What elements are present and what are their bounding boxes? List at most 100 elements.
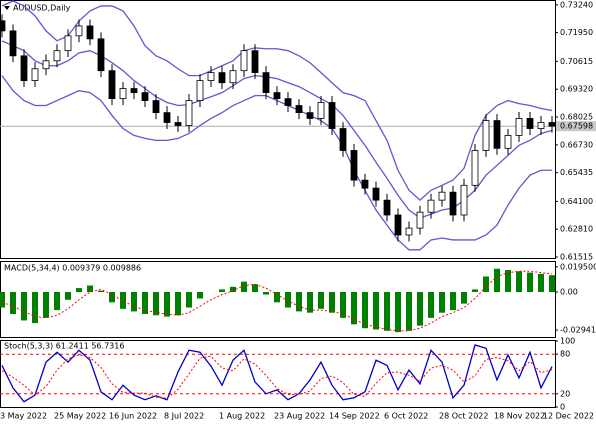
- candle-body: [548, 122, 555, 127]
- y-tick-label: 0: [560, 403, 565, 412]
- candle-body: [196, 80, 204, 101]
- y-tick-label: 80: [560, 350, 570, 359]
- current-price-label: 0.67598: [560, 122, 593, 131]
- candle-body: [504, 135, 512, 149]
- macd-bar: [10, 292, 16, 314]
- candle-body: [317, 102, 325, 119]
- y-tick-label: 0.019500: [560, 262, 596, 271]
- candle-body: [339, 128, 347, 151]
- macd-bar: [340, 292, 346, 318]
- macd-bar: [0, 292, 5, 308]
- candle-body: [460, 184, 468, 216]
- x-tick-label: 14 Sep 2022: [329, 412, 380, 421]
- y-tick-label: 0.64100: [560, 197, 593, 206]
- macd-bar: [186, 292, 192, 308]
- candle-body: [449, 191, 457, 216]
- macd-bar: [109, 292, 115, 303]
- candle-body: [119, 88, 127, 100]
- x-tick-label: 1 Aug 2022: [219, 412, 265, 421]
- macd-bar: [87, 285, 93, 292]
- indicator-line: [1, 354, 553, 399]
- main-frame: [0, 0, 556, 259]
- candle-body: [515, 118, 523, 136]
- macd-bar: [494, 268, 500, 292]
- candle-body: [86, 25, 94, 40]
- macd-bar: [76, 288, 82, 292]
- candle-body: [251, 50, 259, 74]
- price-plot: [0, 0, 555, 251]
- macd-bar: [32, 292, 38, 324]
- macd-bar: [296, 292, 302, 312]
- macd-bar: [164, 292, 170, 317]
- macd-bar: [307, 292, 313, 313]
- x-tick-label: 25 May 2022: [54, 412, 106, 421]
- candle-body: [361, 179, 369, 189]
- candle-body: [262, 72, 270, 94]
- x-tick-label: 3 May 2022: [0, 412, 47, 421]
- candle-body: [130, 88, 138, 94]
- current-price-box: [556, 121, 596, 132]
- indicator-line: [1, 344, 553, 403]
- macd-bar: [362, 292, 368, 329]
- macd-bar: [417, 292, 423, 326]
- y-tick-label: 0.00: [560, 288, 578, 297]
- candle-body: [108, 70, 116, 100]
- x-tick-label: 6 Oct 2022: [384, 412, 428, 421]
- macd-bar: [461, 292, 467, 304]
- candle-body: [0, 20, 6, 32]
- indicator-line: [1, 40, 553, 219]
- candle-body: [350, 150, 358, 181]
- macd-bar: [142, 292, 148, 314]
- y-tick-label: 0.62810: [560, 225, 593, 234]
- stoch-frame: [0, 340, 556, 408]
- candle-body: [273, 92, 281, 100]
- macd-bar: [549, 275, 555, 292]
- macd-bar: [483, 276, 489, 292]
- candle-body: [218, 72, 226, 84]
- macd-bar: [252, 284, 258, 292]
- candle-body: [152, 100, 160, 114]
- y-tick-label: 0.66730: [560, 140, 593, 149]
- x-tick-label: 23 Aug 2022: [274, 412, 325, 421]
- macd-bar: [65, 292, 71, 300]
- macd-bar: [384, 292, 390, 331]
- candle-body: [42, 60, 50, 70]
- candle-body: [372, 187, 380, 201]
- candle-body: [240, 50, 248, 72]
- candle-body: [416, 211, 424, 229]
- macd-bar: [406, 292, 412, 331]
- macd-bar: [505, 270, 511, 292]
- macd-bar: [175, 292, 181, 316]
- y-tick-label: 0.70615: [560, 57, 593, 66]
- macd-bar: [373, 292, 379, 330]
- menu-icon: [4, 6, 10, 10]
- candle-body: [97, 38, 105, 72]
- candle-body: [526, 118, 534, 129]
- candle-body: [438, 191, 446, 201]
- candle-body: [31, 68, 39, 81]
- candle-body: [174, 122, 182, 126]
- candle-body: [328, 102, 336, 129]
- y-tick-label: 20: [560, 389, 570, 398]
- candle-body: [185, 100, 193, 126]
- macd-bar: [153, 292, 159, 316]
- y-tick-label: -0.029414: [560, 326, 596, 335]
- macd-bar: [318, 292, 324, 309]
- candle-body: [493, 120, 501, 149]
- y-tick-label: 100: [560, 337, 575, 346]
- candle-body: [163, 112, 171, 123]
- macd-bar: [450, 292, 456, 311]
- macd-bar: [241, 281, 247, 292]
- y-tick-label: 0.73240: [560, 0, 593, 9]
- candle-body: [75, 25, 83, 37]
- candle-body: [405, 227, 413, 236]
- macd-bar: [197, 292, 203, 299]
- candle-body: [427, 199, 435, 213]
- y-tick-label: 0.71950: [560, 28, 593, 37]
- y-tick-label: 0.68025: [560, 113, 593, 122]
- macd-bar: [43, 292, 49, 318]
- x-tick-label: 18 Nov 2022: [494, 412, 545, 421]
- candle-body: [537, 122, 545, 129]
- macd-bar: [263, 292, 269, 295]
